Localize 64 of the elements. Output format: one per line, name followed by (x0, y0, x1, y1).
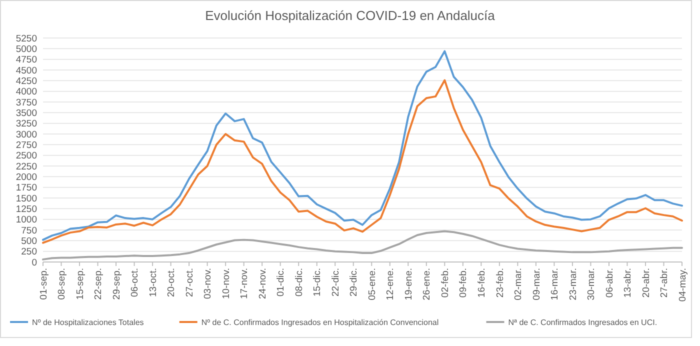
x-tick-label: 27-oct. (184, 268, 196, 298)
x-tick-label: 17-nov. (239, 268, 250, 299)
y-tick-label: 4250 (16, 76, 37, 87)
x-tick-label: 12-ene. (385, 268, 396, 300)
x-tick-label: 22-sep. (93, 268, 104, 300)
y-tick-label: 2250 (16, 161, 37, 172)
y-tick-label: 2000 (16, 172, 37, 183)
y-tick-label: 4500 (16, 65, 37, 76)
y-tick-label: 1250 (16, 204, 37, 215)
legend-label: Nº de Hospitalizaciones Totales (32, 318, 144, 327)
y-tick-label: 2750 (16, 140, 37, 151)
legend-label: Nº de C. Confirmados Ingresados en Hospitalización Convencional (201, 318, 439, 327)
y-tick-label: 1750 (16, 182, 37, 194)
x-tick-label: 09-mar. (531, 268, 542, 300)
legend-label: Nª de C. Confirmados Ingresados en UCI. (508, 318, 658, 327)
y-tick-label: 3000 (16, 129, 37, 140)
y-tick-label: 3500 (16, 108, 37, 119)
x-tick-label: 15-dic. (312, 268, 324, 297)
y-tick-label: 3250 (16, 118, 37, 130)
x-tick-label: 09-feb. (458, 268, 470, 298)
x-tick-label: 20-abr. (640, 268, 652, 298)
y-tick-label: 750 (21, 225, 37, 236)
x-tick-label: 04-may. (677, 268, 688, 302)
x-tick-label: 30-mar. (586, 268, 598, 300)
y-tick-label: 4750 (16, 54, 37, 66)
x-tick-label: 13-abr. (622, 268, 634, 298)
x-tick-label: 15-sep. (74, 268, 86, 300)
x-tick-label: 02-feb. (440, 268, 451, 298)
x-tick-label: 24-nov. (257, 268, 268, 299)
x-tick-label: 13-oct. (148, 268, 159, 298)
line-series (42, 79, 683, 244)
x-tick-label: 23-mar. (568, 268, 579, 300)
y-tick-label: 5000 (16, 44, 37, 55)
y-tick-label: 250 (21, 246, 37, 258)
y-tick-label: 1000 (16, 214, 37, 226)
x-tick-label: 03-nov. (202, 268, 214, 299)
x-tick-label: 08-sep. (56, 268, 68, 300)
x-tick-label: 01-sep. (38, 268, 50, 300)
x-tick-label: 01-dic. (276, 268, 287, 297)
y-tick-label: 0 (32, 257, 37, 268)
y-tick-label: 2500 (16, 150, 37, 162)
x-tick-label: 19-ene. (403, 268, 414, 300)
x-tick-label: 29-dic. (348, 268, 360, 297)
x-tick-label: 06-abr. (604, 268, 616, 298)
x-tick-label: 22-dic. (330, 268, 342, 297)
x-tick-label: 02-mar. (513, 268, 524, 300)
line-series (42, 50, 683, 241)
x-tick-label: 16-feb. (476, 268, 488, 298)
x-tick-label: 08-dic. (294, 268, 305, 297)
chart-title: Evolución Hospitalización COVID-19 en Andalucía (205, 8, 496, 23)
y-tick-label: 4000 (16, 86, 37, 98)
x-tick-label: 29-sep. (111, 268, 122, 300)
x-tick-label: 20-oct. (166, 268, 178, 298)
x-tick-label: 06-oct. (130, 268, 141, 298)
x-tick-label: 26-ene. (422, 268, 433, 300)
y-tick-label: 3750 (16, 97, 37, 108)
x-tick-label: 05-ene. (366, 268, 378, 300)
y-tick-label: 1500 (16, 193, 37, 204)
x-tick-label: 23-feb. (494, 268, 506, 298)
x-tick-label: 27-abr. (659, 268, 670, 298)
y-tick-label: 5250 (16, 33, 37, 44)
x-tick-label: 10-nov. (220, 268, 232, 299)
x-tick-label: 16-mar. (550, 268, 561, 300)
y-tick-label: 500 (21, 236, 37, 247)
